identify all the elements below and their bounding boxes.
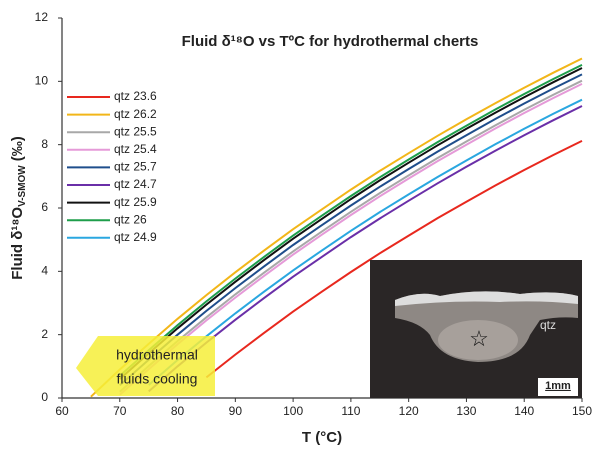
series-line (119, 64, 583, 377)
y-tick-label: 4 (41, 264, 48, 278)
series-line (90, 57, 583, 398)
series-line (148, 105, 583, 393)
x-tick-label: 150 (572, 404, 592, 418)
series-line (119, 83, 583, 396)
y-axis-label-unit: (‰) (9, 136, 26, 161)
inset-scale: 1mm (545, 380, 571, 392)
y-tick-label: 8 (41, 137, 48, 151)
series-line (119, 73, 583, 387)
y-axis-label: Fluid δ¹⁸OV-SMOW (‰) (9, 136, 28, 280)
x-tick-label: 80 (171, 404, 185, 418)
x-tick-label: 70 (113, 404, 127, 418)
legend-label: qtz 24.9 (114, 230, 157, 244)
series-line (148, 98, 583, 386)
x-tick-label: 130 (456, 404, 476, 418)
legend-label: qtz 25.4 (114, 142, 157, 156)
inset-crust (395, 291, 578, 306)
y-tick-label: 2 (41, 327, 48, 341)
inset-marker: ☆ (469, 326, 489, 351)
inset-scale-box (538, 378, 578, 396)
legend-label: qtz 26 (114, 212, 147, 226)
plot: qtz 23.6 qtz 26.2 qtz 25.5 qtz 25.4 qtz 25.7… (67, 57, 583, 398)
legend-label: qtz 23.6 (114, 89, 157, 103)
cooling-arrow (76, 336, 215, 396)
y-tick-label: 12 (35, 10, 49, 24)
y-axis-label-sub: V-SMOW (17, 165, 28, 207)
y-axis-label-main: Fluid δ¹⁸O (9, 207, 26, 280)
series-line (119, 67, 583, 380)
arrow-text: hydrothermal (116, 347, 198, 363)
x-tick-label: 140 (514, 404, 534, 418)
axes: 0 2 4 6 8 10 12 60 70 80 90 100 110 120 130 140 150 (35, 10, 593, 418)
x-tick-label: 120 (399, 404, 419, 418)
inset-core (438, 320, 518, 360)
x-tick-label: 60 (55, 404, 69, 418)
series-line (205, 140, 583, 379)
x-tick-label: 110 (341, 404, 360, 418)
arrow-text: fluids cooling (117, 371, 198, 387)
x-tick-label: 90 (229, 404, 243, 418)
series-line (119, 79, 583, 393)
legend-label: qtz 25.7 (114, 160, 157, 174)
y-tick-label: 10 (35, 74, 49, 88)
x-axis-label: T (°C) (302, 429, 342, 446)
legend-label: qtz 26.2 (114, 107, 157, 121)
legend-label: qtz 24.7 (114, 177, 157, 191)
chart-title: Fluid δ¹⁸O vs TºC for hydrothermal chert… (182, 33, 479, 50)
legend-label: qtz 25.9 (114, 195, 157, 209)
y-tick-label: 6 (41, 200, 48, 214)
x-tick-label: 100 (283, 404, 303, 418)
inset-label: qtz (540, 318, 556, 332)
inset-photo (370, 260, 582, 398)
y-tick-label: 0 (41, 390, 48, 404)
legend-label: qtz 25.5 (114, 124, 157, 138)
